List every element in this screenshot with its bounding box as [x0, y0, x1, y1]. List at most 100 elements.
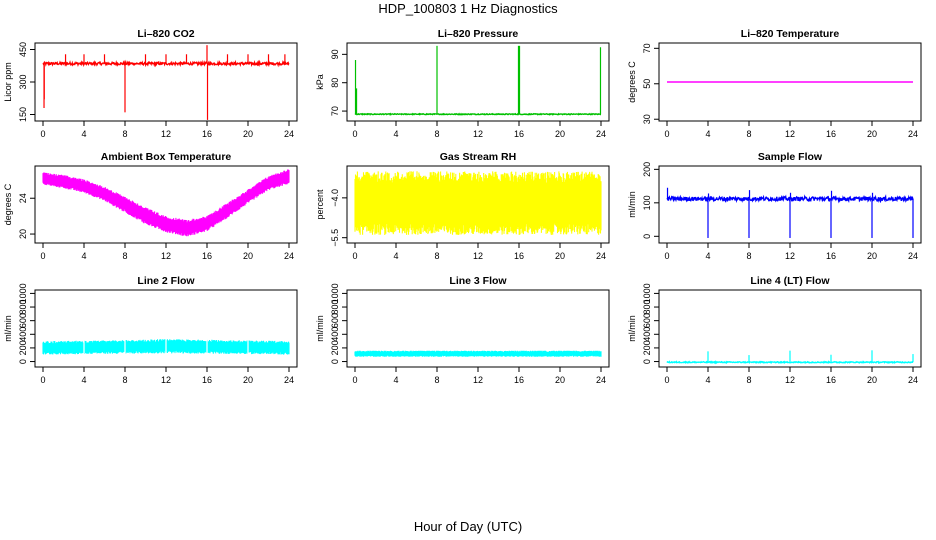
x-tick-label: 20: [243, 251, 253, 261]
panel-title: Gas Stream RH: [440, 151, 516, 163]
panel-ylabel: Licor ppm: [3, 62, 13, 102]
x-tick-label: 20: [555, 251, 565, 261]
y-tick-label: 80: [330, 78, 340, 88]
x-tick-label: 8: [746, 129, 751, 139]
y-tick-label: 450: [18, 42, 28, 57]
x-tick-label: 24: [908, 129, 918, 139]
x-tick-label: 4: [81, 251, 86, 261]
x-tick-label: 8: [122, 251, 127, 261]
x-tick-label: 16: [202, 375, 212, 385]
x-tick-label: 8: [434, 251, 439, 261]
x-tick-label: 16: [826, 375, 836, 385]
x-tick-label: 0: [352, 251, 357, 261]
panel-ylabel: degrees C: [3, 183, 13, 225]
panel-data: [42, 45, 290, 120]
x-tick-label: 24: [908, 375, 918, 385]
y-tick-label: 400: [642, 327, 652, 342]
x-tick-label: 12: [785, 375, 795, 385]
chart-panel-4: Gas Stream RH percent 0 4 8 12 16 20 24 −5.5 −4.0: [315, 151, 610, 261]
x-tick-label: 16: [514, 251, 524, 261]
data-band: [354, 350, 602, 357]
x-tick-label: 0: [40, 129, 45, 139]
y-tick-label: 1000: [330, 283, 340, 303]
panel-title: Line 3 Flow: [449, 275, 507, 287]
y-tick-label: 600: [642, 313, 652, 328]
chart-panel-6: Line 2 Flow ml/min 0 4 8 12 16 20 24 0 20040060080…: [3, 275, 298, 385]
x-tick-label: 4: [705, 129, 710, 139]
y-tick-label: 90: [330, 49, 340, 59]
data-line: [354, 112, 601, 116]
panel-title: Line 4 (LT) Flow: [750, 275, 830, 287]
panel-data: [42, 291, 290, 366]
x-tick-label: 8: [122, 129, 127, 139]
y-tick-label: 150: [18, 107, 28, 122]
x-tick-label: 4: [705, 375, 710, 385]
x-tick-label: 12: [161, 129, 171, 139]
y-tick-label: 70: [330, 106, 340, 116]
panel-ylabel: ml/min: [627, 191, 637, 218]
x-tick-label: 0: [664, 375, 669, 385]
x-tick-label: 20: [243, 375, 253, 385]
x-tick-label: 20: [867, 251, 877, 261]
y-tick-label: 1000: [642, 283, 652, 303]
x-tick-label: 4: [705, 251, 710, 261]
x-tick-label: 20: [555, 129, 565, 139]
panel-title: Li–820 CO2: [137, 28, 194, 40]
x-tick-label: 8: [434, 375, 439, 385]
x-tick-label: 12: [473, 129, 483, 139]
panel-data: [354, 171, 602, 235]
y-tick-label: 0: [18, 359, 28, 364]
x-tick-label: 20: [867, 129, 877, 139]
y-tick-label: 0: [642, 359, 652, 364]
panel-ylabel: kPa: [315, 74, 325, 90]
chart-panel-8: Line 4 (LT) Flow ml/min 0 4 8 12 16 20 24 0 200400…: [627, 275, 922, 385]
panel-ylabel: degrees C: [627, 61, 637, 103]
x-tick-label: 0: [664, 129, 669, 139]
y-tick-label: 600: [330, 313, 340, 328]
chart-panel-1: Li–820 Pressure kPa 0 4 8 12 16 20 24 70 80 90: [315, 28, 610, 139]
y-tick-label: 70: [642, 43, 652, 53]
x-tick-label: 24: [284, 251, 294, 261]
x-tick-label: 12: [473, 375, 483, 385]
x-tick-label: 24: [596, 375, 606, 385]
panel-data: [42, 169, 290, 237]
chart-panel-5: Sample Flow ml/min 0 4 8 12 16 20 24 0 100 200: [627, 151, 922, 261]
x-tick-label: 12: [161, 251, 171, 261]
y-tick-label: 600: [18, 313, 28, 328]
x-tick-label: 0: [664, 251, 669, 261]
y-tick-label: 300: [18, 74, 28, 89]
x-tick-label: 20: [555, 375, 565, 385]
panel-frame: [346, 42, 610, 122]
panel-ylabel: ml/min: [627, 315, 637, 342]
panel-title: Line 2 Flow: [137, 275, 195, 287]
x-tick-label: 4: [393, 129, 398, 139]
x-tick-label: 24: [596, 251, 606, 261]
figure-xlabel: Hour of Day (UTC): [414, 519, 522, 534]
x-tick-label: 12: [161, 375, 171, 385]
x-tick-label: 16: [826, 129, 836, 139]
y-tick-label: 20: [18, 229, 28, 239]
x-tick-label: 16: [202, 129, 212, 139]
chart-panel-3: Ambient Box Temperature degrees C 0 4 8 12 16 2…: [3, 151, 298, 261]
x-tick-label: 24: [908, 251, 918, 261]
y-tick-label: 1000: [18, 283, 28, 303]
panel-data: [354, 350, 602, 357]
y-tick-label: 800: [18, 300, 28, 315]
x-tick-label: 16: [514, 375, 524, 385]
panel-title: Li–820 Pressure: [438, 28, 519, 40]
data-band: [354, 171, 602, 235]
y-tick-label: 800: [642, 300, 652, 315]
y-tick-label: 400: [18, 327, 28, 342]
x-tick-label: 16: [202, 251, 212, 261]
panel-ylabel: ml/min: [315, 315, 325, 342]
chart-panel-7: Line 3 Flow ml/min 0 4 8 12 16 20 24 0 20040060080…: [315, 275, 610, 385]
panel-data: [666, 350, 914, 365]
x-tick-label: 0: [40, 375, 45, 385]
x-tick-label: 12: [473, 251, 483, 261]
x-tick-label: 0: [40, 251, 45, 261]
chart-panel-2: Li–820 Temperature degrees C 0 4 8 12 16 20 24 30…: [627, 28, 922, 139]
x-tick-label: 4: [393, 375, 398, 385]
y-tick-label: 30: [642, 114, 652, 124]
